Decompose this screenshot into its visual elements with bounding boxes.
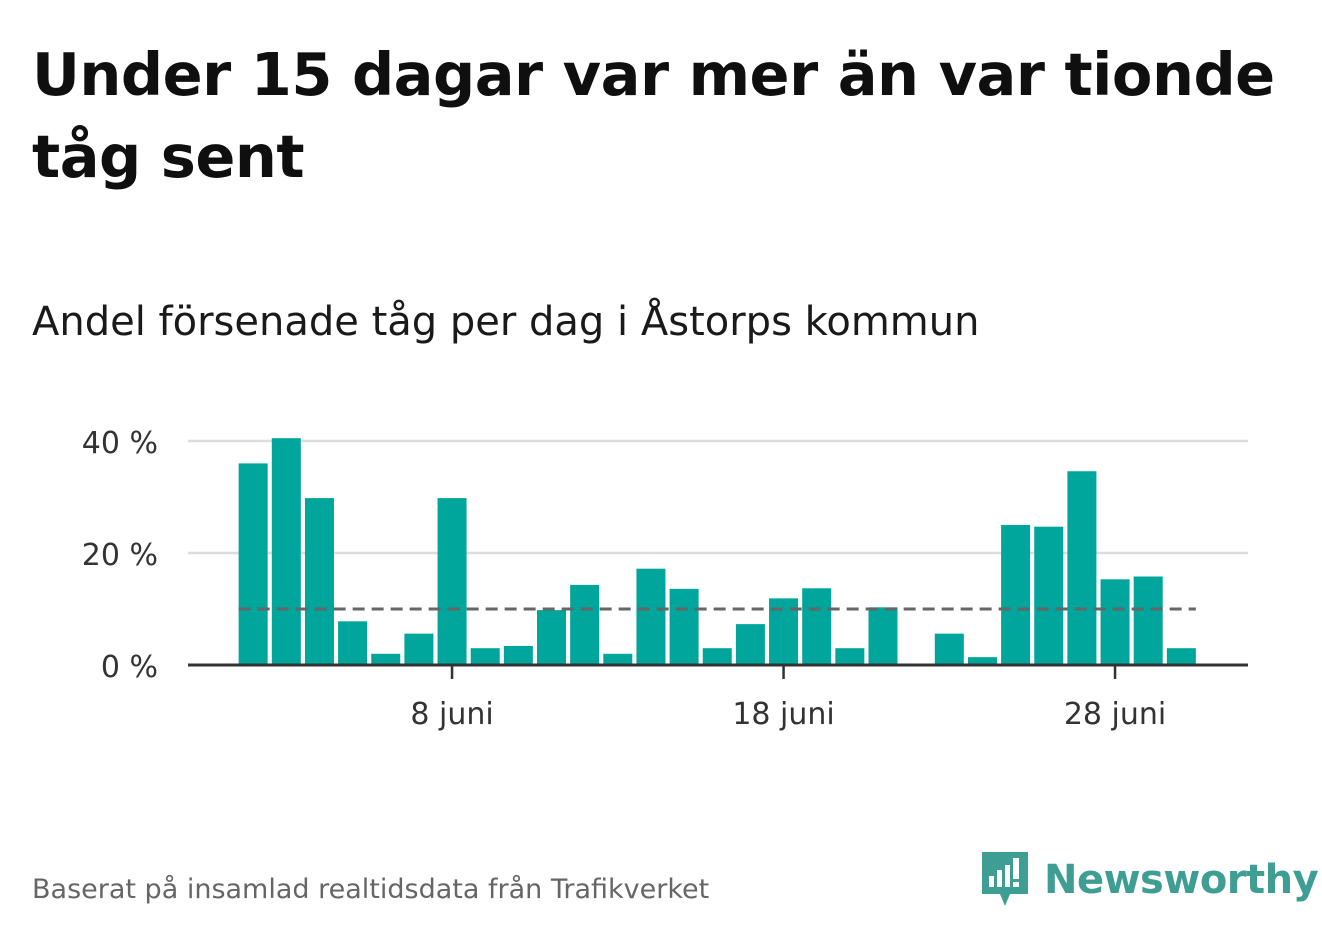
bar (967, 657, 997, 665)
bar (802, 588, 832, 665)
brand-logo: Newsworthy (980, 848, 1319, 912)
bar (404, 633, 434, 665)
bar (868, 607, 898, 665)
chart-title: Under 15 dagar var mer än var tionde tåg… (32, 40, 1275, 191)
bar (437, 498, 467, 665)
bar (669, 588, 699, 665)
bar-chart: 0 % 20 % 40 % 8 juni 18 juni 28 juni (82, 426, 1248, 732)
bar (271, 438, 301, 665)
y-tick-label: 0 % (101, 650, 158, 685)
bar (603, 653, 633, 665)
bar (1133, 576, 1163, 665)
chart-subtitle: Andel försenade tåg per dag i Åstorps ko… (32, 299, 980, 345)
bar (934, 633, 964, 665)
bar (570, 584, 600, 665)
y-tick-label: 20 % (82, 538, 158, 573)
source-note: Baserat på insamlad realtidsdata från Tr… (32, 874, 710, 905)
bar (304, 498, 334, 665)
bar (735, 624, 765, 665)
x-tick-label: 18 juni (732, 697, 834, 732)
bar (835, 648, 865, 665)
bar (537, 610, 566, 665)
bar (702, 648, 732, 665)
bars (238, 438, 1196, 665)
bar (636, 568, 666, 665)
bar (1100, 579, 1130, 665)
y-tick-label: 40 % (82, 426, 158, 461)
axes (188, 663, 1248, 679)
bar (503, 645, 533, 665)
newsworthy-logo-icon (982, 852, 1028, 906)
bar (371, 653, 401, 665)
brand-name: Newsworthy (1044, 857, 1319, 903)
bar (470, 648, 500, 665)
bar (1166, 648, 1196, 665)
x-tick-label: 8 juni (410, 697, 493, 732)
bar (1034, 526, 1064, 665)
bar (338, 621, 368, 665)
bar (1001, 525, 1031, 665)
bar (238, 463, 268, 665)
tick-labels: 0 % 20 % 40 % 8 juni 18 juni 28 juni (82, 426, 1166, 732)
bar (1067, 471, 1097, 665)
x-tick-label: 28 juni (1064, 697, 1166, 732)
